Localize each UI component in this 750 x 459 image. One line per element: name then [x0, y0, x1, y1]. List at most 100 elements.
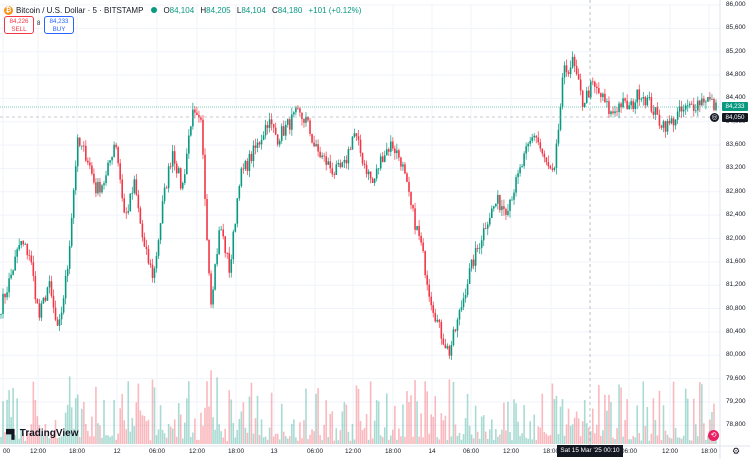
crosshair-target-icon[interactable]: ◎	[710, 113, 719, 122]
candle-body	[499, 194, 501, 211]
candle-body	[682, 109, 685, 112]
x-tick-label: 12:00	[30, 448, 46, 455]
volume-bar	[515, 403, 517, 444]
candle-body	[228, 253, 231, 273]
volume-bar	[147, 419, 150, 444]
volume-bar	[551, 383, 554, 444]
candle-body	[551, 168, 554, 170]
ohlc-high-key: H	[200, 5, 207, 15]
volume-bar	[367, 439, 370, 444]
volume-bar	[266, 439, 269, 444]
candle-body	[559, 106, 562, 130]
candle-body	[371, 178, 374, 183]
volume-bar	[624, 420, 626, 444]
candle-body	[355, 133, 358, 137]
volume-bar	[654, 420, 657, 444]
volume-bar	[713, 403, 715, 444]
candle-body	[60, 312, 63, 320]
candle-body	[357, 136, 360, 140]
ohlc-close-value: 84,180	[277, 5, 303, 15]
volume-bar	[440, 413, 443, 444]
candle-body	[387, 149, 390, 152]
spread-value: 8	[37, 21, 41, 27]
ohlc-values: O84,104 H84,205 L84,104 C84,180 +101 (+0…	[163, 6, 365, 15]
volume-bar	[680, 438, 683, 444]
candle-body	[638, 89, 641, 100]
volume-bar	[646, 407, 649, 444]
settings-gear-icon[interactable]: ⚙	[732, 446, 741, 456]
volume-bar	[353, 439, 356, 444]
candle-body	[462, 298, 465, 308]
volume-bar	[484, 431, 487, 444]
volume-bar	[523, 405, 525, 444]
volume-bar	[40, 434, 43, 444]
candle-body	[167, 166, 170, 189]
volume-bar	[85, 423, 87, 444]
volume-bar	[329, 413, 332, 444]
volume-bar	[341, 411, 344, 444]
x-tick-label: 12:00	[345, 448, 361, 455]
candle-body	[662, 121, 665, 128]
buy-button[interactable]: 84,233 BUY	[44, 16, 74, 34]
volume-bar	[311, 429, 313, 444]
candle-body	[347, 149, 350, 164]
volume-bar	[4, 432, 6, 444]
candle-body	[287, 119, 289, 125]
volume-bar	[26, 430, 29, 444]
candle-body	[440, 322, 443, 339]
volume-bar	[78, 437, 81, 444]
volume-bar	[293, 419, 295, 444]
volume-bar	[186, 398, 188, 444]
sell-button[interactable]: 84,226 SELL	[4, 16, 34, 34]
candle-body	[466, 283, 469, 296]
candle-body	[458, 310, 461, 320]
logo-text: TradingView	[19, 428, 79, 439]
candle-body	[648, 97, 651, 98]
candle-body	[226, 253, 229, 254]
candle-body	[190, 126, 192, 136]
x-tick-label: 18:00	[69, 448, 85, 455]
candle-body	[220, 229, 222, 231]
candle-body	[212, 289, 214, 305]
volume-bar	[218, 424, 220, 444]
candle-body	[577, 74, 580, 80]
candle-body	[523, 153, 525, 167]
volume-bar	[365, 414, 368, 444]
candle-body	[414, 208, 416, 230]
volume-bar	[521, 433, 523, 444]
candle-body	[101, 185, 103, 193]
candle-body	[246, 161, 249, 171]
candle-body	[501, 206, 503, 211]
volume-bar	[48, 438, 51, 444]
candle-body	[620, 103, 622, 108]
candle-body	[533, 135, 536, 138]
volume-bar	[307, 439, 309, 444]
volume-bar	[466, 393, 469, 444]
volume-bar	[525, 437, 527, 444]
volume-bar	[149, 440, 152, 444]
volume-bar	[351, 423, 354, 444]
volume-bar	[392, 429, 394, 444]
tradingview-logo[interactable]: ▀▌ TradingView	[6, 428, 79, 439]
candle-body	[139, 208, 142, 224]
y-tick-label: 83,600	[726, 141, 746, 149]
candle-body	[268, 119, 271, 128]
volume-bar	[97, 423, 99, 444]
replay-icon[interactable]: ⟲	[708, 430, 719, 441]
candle-body	[594, 81, 596, 87]
candle-body	[46, 287, 49, 301]
candle-body	[630, 101, 632, 106]
volume-bar	[410, 395, 412, 444]
volume-bar	[438, 439, 441, 444]
candle-body	[567, 72, 570, 74]
volume-bar	[121, 393, 123, 444]
candle-body	[218, 230, 220, 255]
candle-body	[36, 299, 39, 304]
candle-body	[628, 105, 630, 110]
x-tick-label: 18:00	[543, 448, 559, 455]
symbol-title[interactable]: Bitcoin / U.S. Dollar · 5 · BITSTAMP	[16, 5, 144, 15]
x-tick-label: 14	[428, 448, 436, 455]
ohlc-high-value: 84,205	[206, 5, 231, 15]
candle-body	[111, 156, 113, 161]
